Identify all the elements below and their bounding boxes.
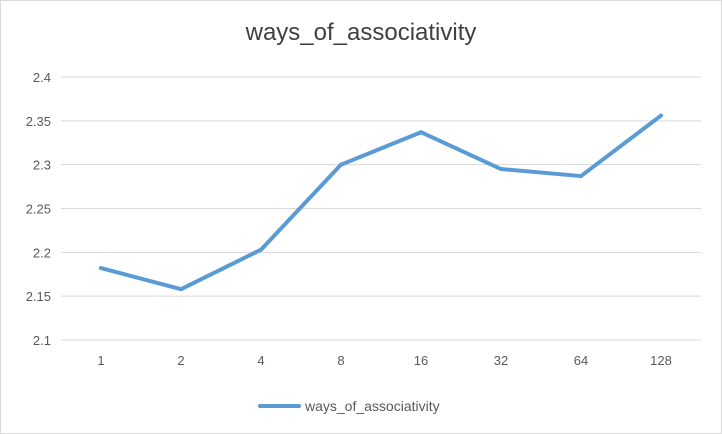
data-point [259, 247, 263, 252]
y-tick-label: 2.25 [26, 202, 51, 217]
data-point [499, 167, 503, 172]
x-tick-label: 64 [574, 353, 588, 368]
y-tick-label: 2.2 [33, 245, 51, 260]
y-tick-label: 2.3 [33, 158, 51, 173]
x-tick-label: 4 [257, 353, 264, 368]
x-tick-label: 8 [337, 353, 344, 368]
y-axis-ticks: 2.1 2.15 2.2 2.25 2.3 2.35 2.4 [26, 70, 51, 348]
data-point [99, 266, 103, 271]
x-tick-label: 32 [494, 353, 508, 368]
legend-label: ways_of_associativity [304, 398, 440, 414]
x-tick-label: 128 [650, 353, 672, 368]
y-tick-label: 2.15 [26, 289, 51, 304]
data-point [659, 113, 663, 118]
series-line [99, 113, 663, 292]
gridlines [61, 76, 701, 341]
x-tick-label: 16 [414, 353, 428, 368]
x-axis-ticks: 1 2 4 8 16 32 64 128 [97, 353, 671, 368]
x-tick-label: 2 [177, 353, 184, 368]
chart-title: ways_of_associativity [245, 19, 477, 46]
y-tick-label: 2.35 [26, 114, 51, 129]
data-point [579, 174, 583, 179]
legend: ways_of_associativity [258, 398, 440, 414]
x-tick-label: 1 [97, 353, 104, 368]
data-point [339, 162, 343, 167]
y-tick-label: 2.4 [33, 70, 51, 85]
data-point [179, 287, 183, 292]
series-layer [99, 113, 663, 292]
data-point [419, 130, 423, 135]
y-tick-label: 2.1 [33, 333, 51, 348]
